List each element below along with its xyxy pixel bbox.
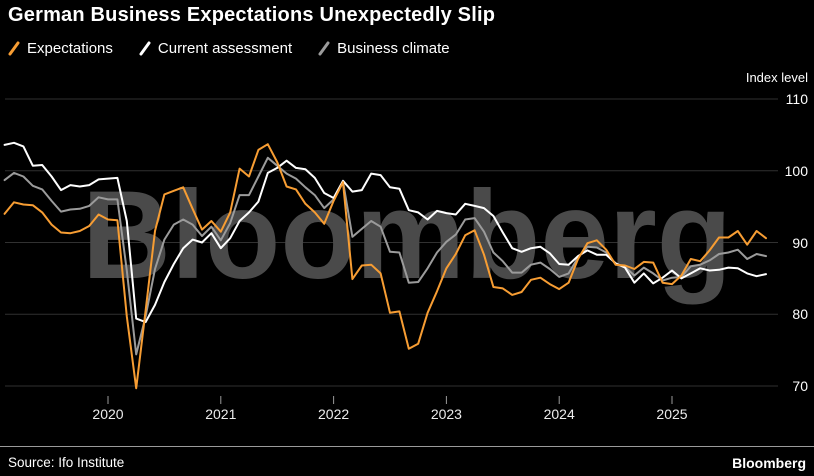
x-tick-label: 2025 <box>656 406 688 422</box>
x-tick-label: 2024 <box>543 406 575 422</box>
y-axis-unit-label: Index level <box>745 70 808 85</box>
footer-divider <box>0 446 814 447</box>
legend-item-expectations: Expectations <box>8 40 113 57</box>
legend: Expectations Current assessment Business… <box>8 40 450 57</box>
legend-label: Expectations <box>27 40 113 57</box>
x-axis-ticks <box>107 396 673 404</box>
x-tick-label: 2021 <box>205 406 237 422</box>
series-line-current-assessment <box>3 141 767 324</box>
series-line-expectations <box>3 143 767 390</box>
legend-item-business-climate: Business climate <box>318 40 450 57</box>
x-tick-label: 2023 <box>430 406 462 422</box>
series-line-business-climate <box>3 156 767 356</box>
legend-marker-slash-icon <box>318 41 330 56</box>
source-text: Source: Ifo Institute <box>8 455 125 470</box>
legend-marker-slash-icon <box>8 41 20 56</box>
y-tick-label: 70 <box>792 378 808 394</box>
legend-marker-slash-icon <box>139 41 151 56</box>
legend-item-current-assessment: Current assessment <box>139 40 292 57</box>
y-tick-label: 90 <box>792 234 808 251</box>
y-tick-label: 100 <box>784 162 808 179</box>
legend-label: Business climate <box>337 40 450 57</box>
x-tick-label: 2022 <box>318 406 350 422</box>
bloomberg-watermark: Bloomberg <box>82 166 732 305</box>
series-lines <box>3 141 767 390</box>
bloomberg-logo: Bloomberg <box>732 455 806 471</box>
y-tick-label: 110 <box>785 91 808 107</box>
chart-title: German Business Expectations Unexpectedl… <box>8 4 496 26</box>
y-tick-label: 80 <box>792 306 808 323</box>
legend-label: Current assessment <box>157 40 293 57</box>
gridlines <box>5 98 778 387</box>
x-tick-label: 2020 <box>92 406 124 422</box>
